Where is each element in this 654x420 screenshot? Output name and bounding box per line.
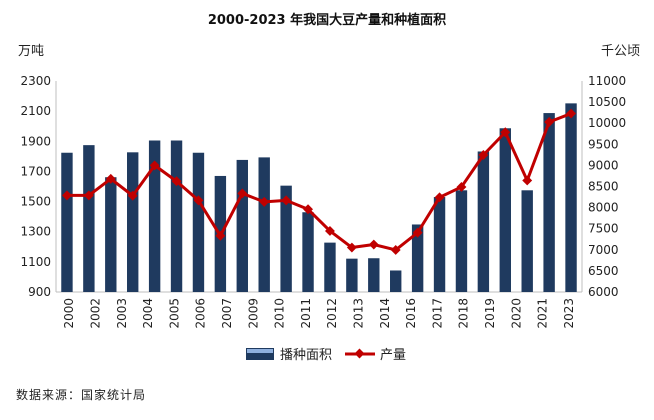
left-tick-label: 2100 bbox=[20, 104, 51, 118]
left-tick-label: 1100 bbox=[20, 255, 51, 269]
bar-2018 bbox=[455, 190, 468, 292]
left-tick-label: 900 bbox=[28, 285, 51, 299]
right-axis-unit: 千公顷 bbox=[601, 44, 640, 59]
point-2014 bbox=[368, 239, 379, 250]
legend-line-marker bbox=[354, 348, 365, 359]
production-line bbox=[66, 112, 572, 252]
source-note: 数据来源：国家统计局 bbox=[16, 388, 147, 402]
x-tick-label: 2007 bbox=[220, 298, 234, 329]
bar-2016 bbox=[411, 224, 424, 292]
x-tick-label: 2012 bbox=[325, 298, 339, 329]
x-tick-label: 2023 bbox=[562, 298, 576, 329]
bar-2011 bbox=[302, 212, 314, 292]
left-axis-unit: 万吨 bbox=[18, 44, 44, 59]
right-tick-label: 9000 bbox=[588, 158, 619, 172]
right-tick-label: 7500 bbox=[588, 222, 619, 236]
point-2005 bbox=[171, 176, 182, 187]
x-tick-label: 2013 bbox=[351, 298, 365, 329]
bar-2000 bbox=[61, 152, 73, 292]
right-tick-label: 8500 bbox=[588, 180, 619, 194]
point-2013 bbox=[346, 242, 357, 253]
bar-2023 bbox=[565, 103, 577, 292]
point-2004 bbox=[149, 160, 160, 171]
point-2018 bbox=[456, 182, 467, 192]
x-tick-label: 2010 bbox=[273, 298, 287, 329]
chart-title: 2000-2023 年我国大豆产量和种植面积 bbox=[208, 12, 446, 28]
bar-2002 bbox=[105, 177, 117, 292]
left-tick-label: 1700 bbox=[20, 164, 51, 178]
bar-2015 bbox=[390, 270, 402, 292]
bar-2014 bbox=[368, 258, 380, 292]
bar-2019 bbox=[477, 151, 490, 292]
x-tick-label: 2002 bbox=[88, 298, 102, 329]
bar-2003 bbox=[127, 152, 139, 292]
point-2006 bbox=[193, 195, 204, 206]
left-tick-label: 2300 bbox=[20, 74, 51, 88]
x-tick-label: 2006 bbox=[194, 298, 208, 329]
right-tick-label: 6500 bbox=[588, 264, 619, 278]
left-tick-label: 1300 bbox=[20, 225, 51, 239]
x-tick-label: 2004 bbox=[141, 298, 155, 329]
bar-2006 bbox=[192, 152, 205, 292]
left-tick-label: 1500 bbox=[20, 195, 51, 209]
point-2010 bbox=[281, 195, 292, 206]
bar-2004 bbox=[148, 140, 161, 292]
point-2023 bbox=[566, 108, 576, 119]
x-tick-label: 2005 bbox=[167, 298, 181, 329]
point-2003 bbox=[127, 190, 138, 201]
bar-2010 bbox=[280, 185, 292, 292]
bar-2017 bbox=[433, 197, 446, 292]
bar-2012 bbox=[324, 242, 336, 292]
right-tick-label: 7000 bbox=[588, 243, 619, 257]
bar-2020 bbox=[499, 128, 511, 292]
right-tick-label: 9500 bbox=[588, 137, 619, 151]
point-2016 bbox=[412, 227, 423, 238]
point-2012 bbox=[325, 226, 335, 236]
left-tick-label: 1900 bbox=[20, 134, 51, 148]
right-tick-label: 11000 bbox=[588, 74, 626, 88]
right-tick-label: 10500 bbox=[588, 95, 626, 109]
point-2020 bbox=[500, 127, 511, 138]
point-2019 bbox=[478, 150, 489, 160]
x-tick-label: 2021 bbox=[536, 298, 550, 329]
point-2002 bbox=[105, 173, 116, 184]
legend-label-line: 产量 bbox=[380, 348, 406, 363]
x-tick-label: 2003 bbox=[115, 298, 129, 329]
legend: 播种面积 产量 bbox=[246, 348, 406, 363]
bar-2001 bbox=[83, 145, 95, 292]
bar-2008 bbox=[236, 159, 248, 292]
point-2017 bbox=[434, 192, 445, 203]
point-2015 bbox=[390, 245, 401, 255]
point-2009 bbox=[259, 196, 270, 207]
bar-2022 bbox=[543, 113, 555, 293]
right-tick-label: 6000 bbox=[588, 285, 619, 299]
legend-label-bars: 播种面积 bbox=[280, 348, 332, 363]
x-tick-label: 2014 bbox=[378, 298, 392, 329]
x-tick-label: 2018 bbox=[457, 298, 471, 329]
point-2021 bbox=[522, 175, 533, 186]
point-2022 bbox=[544, 117, 555, 127]
x-tick-label: 2016 bbox=[404, 298, 418, 329]
right-tick-label: 8000 bbox=[588, 201, 619, 215]
x-tick-label: 2000 bbox=[62, 298, 76, 329]
point-2011 bbox=[303, 204, 313, 215]
x-tick-label: 2011 bbox=[299, 298, 313, 329]
x-tick-label: 2019 bbox=[483, 298, 497, 329]
bar-2021 bbox=[521, 190, 533, 292]
bar-2013 bbox=[346, 258, 358, 292]
plot-area: 900 1100 1300 1500 1700 1900 2100 2300 6000 6500 7… bbox=[20, 74, 626, 329]
point-2008 bbox=[237, 188, 248, 199]
point-2007 bbox=[215, 230, 226, 241]
right-tick-label: 10000 bbox=[588, 116, 626, 130]
legend-bar-swatch-highlight bbox=[247, 349, 273, 353]
x-tick-label: 2020 bbox=[509, 298, 523, 329]
x-tick-label: 2017 bbox=[430, 298, 444, 329]
x-tick-label: 2009 bbox=[246, 298, 260, 329]
point-2001 bbox=[83, 190, 94, 201]
bar-2009 bbox=[258, 157, 270, 292]
bar-2005 bbox=[170, 140, 183, 292]
